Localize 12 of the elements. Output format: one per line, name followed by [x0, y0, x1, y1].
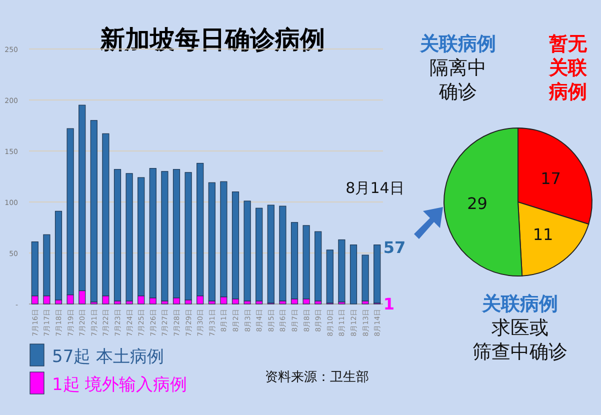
slice-label: 暂无关联病例: [548, 33, 588, 103]
annotation: 8月14日: [346, 179, 404, 197]
slice-label: 关联病例求医或筛查中确诊: [472, 293, 568, 363]
data-label: 1: [383, 294, 394, 314]
text: 资料来源：卫生部: [265, 370, 369, 385]
legend-label: 57起 本土病例: [52, 347, 164, 367]
slice-label: 关联病例隔离中确诊: [419, 33, 496, 103]
data-label: 11: [532, 225, 554, 244]
legend-label: 1起 境外输入病例: [52, 375, 188, 395]
data-label: 29: [467, 194, 488, 214]
data-label: 57: [383, 238, 406, 257]
data-label: 17: [540, 168, 561, 188]
